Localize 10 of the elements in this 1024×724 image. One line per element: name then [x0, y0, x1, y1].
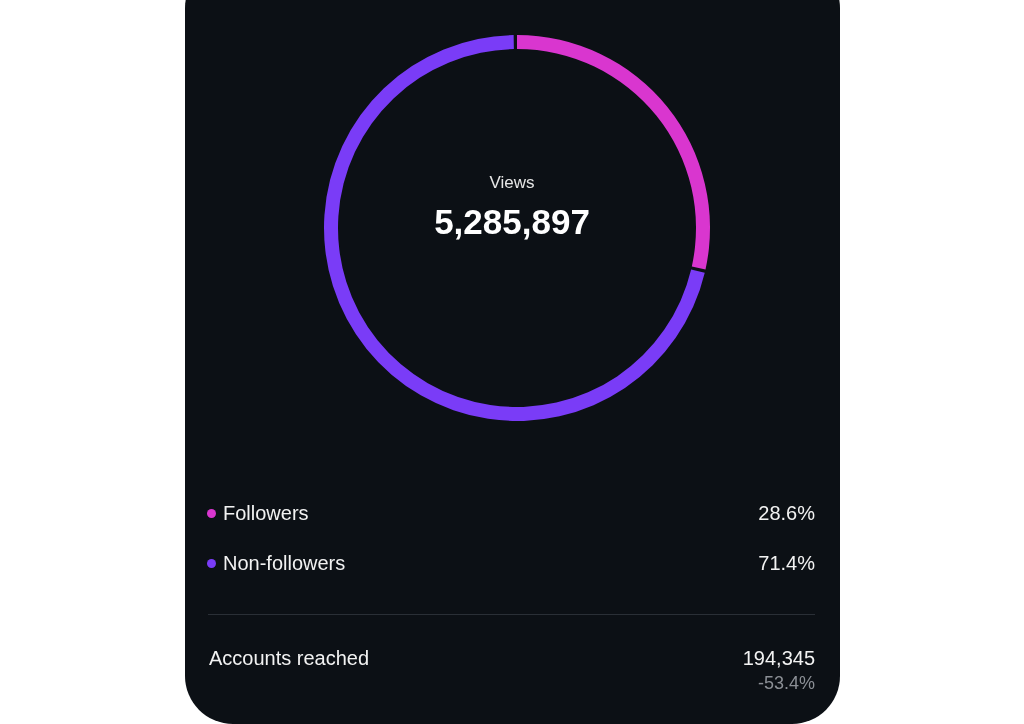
text: Accounts reached [209, 647, 370, 670]
text: Views [488, 173, 536, 193]
donut-slice [324, 35, 705, 421]
legend-label: Followers [223, 501, 310, 525]
text: 5,285,897 [433, 202, 591, 242]
text: 194,345 [742, 647, 815, 670]
legend-label: Non-followers [223, 551, 347, 575]
data-label: 28.6% [758, 501, 815, 525]
data-label: 71.4% [758, 551, 815, 575]
text: -53.4% [757, 673, 815, 694]
